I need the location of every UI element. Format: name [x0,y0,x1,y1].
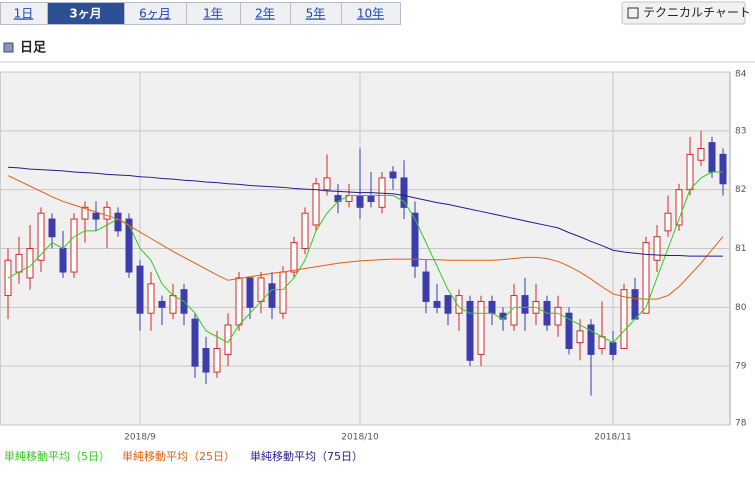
legend-entry: 単純移動平均（25日） [122,449,235,463]
candle-body [620,289,628,350]
candle-body [224,324,232,355]
candle-body [15,253,23,273]
x-tick-label: 2018/9 [124,433,156,443]
candle-body [598,336,606,350]
candle-body [389,171,397,179]
candle-body [664,212,672,232]
candle-body [191,318,199,367]
y-tick-label: 78 [735,419,747,429]
candle-body [202,348,210,373]
y-tick-label: 81 [735,244,746,254]
candle-body [103,206,111,220]
tab-bar: 1日 3ヶ月 6ヶ月 1年 2年 5年 10年 [0,2,401,25]
candle-body [587,324,595,355]
tab[interactable] [341,2,401,25]
candle-body [466,300,474,361]
candle-body [125,218,133,273]
candle-body [246,277,254,308]
candle-body [92,212,100,220]
tab-label[interactable]: 6ヶ月 [139,7,171,21]
section-icon [3,42,14,53]
candle-body [444,295,452,314]
candle-body [455,295,463,314]
candle-body [312,183,320,226]
tab-label[interactable]: 3ヶ月 [69,7,101,21]
button-label[interactable]: テクニカルチャート [643,6,751,20]
x-tick-label: 2018/11 [594,433,631,443]
candle-body [70,218,78,273]
button-icon [627,7,639,19]
technical-chart-button[interactable] [621,1,746,25]
tab-label[interactable]: 1年 [203,7,223,21]
candle-body [697,147,705,161]
candle-body [323,177,331,191]
y-tick-label: 82 [735,185,746,195]
y-tick-label: 83 [735,126,746,136]
candle-body [488,300,496,314]
tab-label[interactable]: 10年 [357,7,384,21]
candle-body [554,306,562,326]
candle-body [290,242,298,273]
candle-body [235,277,243,326]
candle-body [37,212,45,261]
candle-body [642,242,650,314]
candle-body [521,295,529,314]
candle-body [411,212,419,267]
candle-body [356,195,364,208]
candle-body [279,271,287,314]
y-tick-label: 80 [735,303,747,313]
moving-average-line [7,166,723,257]
candle-body [653,236,661,261]
candle-body [477,300,485,355]
section-title: 日足 [20,41,47,56]
candle-body [59,248,67,273]
candle-body [576,330,584,344]
x-tick-label: 2018/10 [341,433,379,443]
candle-body [367,195,375,202]
candle-body [301,212,309,249]
tab-label[interactable]: 5年 [306,7,326,21]
candle-body [433,300,441,308]
candle-body [169,295,177,314]
y-tick-label: 79 [735,362,747,372]
y-tick-label: 84 [735,70,747,80]
candle-body [147,283,155,314]
candle-body [158,300,166,308]
moving-average-line [7,175,724,300]
candle-body [400,177,408,208]
candle-body [708,142,716,173]
tab-label[interactable]: 1日 [14,7,34,21]
candle-body [631,289,639,320]
candle-body [268,283,276,308]
candle-body [719,153,727,185]
legend-entry: 単純移動平均（75日） [250,449,363,463]
candle-body [565,312,573,350]
candle-body [81,206,89,220]
candle-body [213,348,221,373]
candle-body [136,265,144,314]
candle-body [422,271,430,302]
candle-body [257,277,265,302]
candle-body [114,212,122,232]
candle-body [609,342,617,355]
candle-body [48,218,56,238]
candle-body [686,153,694,191]
legend-entry: 単純移動平均（5日） [4,449,110,463]
candle-body [675,189,683,226]
tab-label[interactable]: 2年 [255,7,275,21]
